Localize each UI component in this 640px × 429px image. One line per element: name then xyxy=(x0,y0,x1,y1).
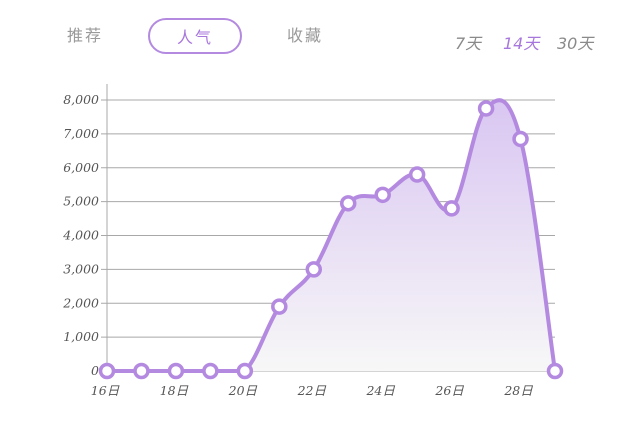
y-tick-label: 3,000 xyxy=(63,261,99,276)
y-tick-label: 0 xyxy=(91,363,99,378)
tab-popularity[interactable]: 人气 xyxy=(148,18,242,54)
range-30-days[interactable]: 30天 xyxy=(557,34,594,53)
x-axis-ticks: 16日 18日 20日 22日 24日 26日 28日 xyxy=(91,383,533,398)
range-7-days[interactable]: 7天 xyxy=(455,34,482,53)
y-tick-label: 5,000 xyxy=(63,194,99,209)
x-tick-label: 28日 xyxy=(503,383,533,398)
y-tick-label: 2,000 xyxy=(62,295,99,310)
data-point xyxy=(271,298,288,315)
data-point xyxy=(477,100,495,117)
y-tick-label: 6,000 xyxy=(63,160,99,175)
data-point xyxy=(339,195,357,212)
y-tick-label: 1,000 xyxy=(63,329,99,344)
x-tick-label: 20日 xyxy=(228,383,258,398)
x-tick-label: 24日 xyxy=(365,383,395,398)
range-14-days[interactable]: 14天 xyxy=(503,34,540,53)
data-point xyxy=(236,362,254,380)
x-tick-label: 18日 xyxy=(160,383,189,398)
data-point xyxy=(408,166,426,183)
data-point xyxy=(374,186,391,204)
data-point xyxy=(202,362,219,380)
tab-recommend[interactable]: 推荐 xyxy=(66,26,103,45)
data-point xyxy=(512,130,529,148)
x-tick-label: 16日 xyxy=(91,383,120,398)
y-tick-label: 7,000 xyxy=(63,126,99,141)
data-point xyxy=(546,362,564,380)
data-point xyxy=(443,200,460,217)
y-tick-label: 8,000 xyxy=(63,92,99,107)
data-point xyxy=(133,362,150,380)
y-tick-label: 4,000 xyxy=(62,228,99,243)
top-bar: 推荐 人气 收藏 7天 14天 30天 xyxy=(0,0,640,80)
data-point xyxy=(167,362,185,380)
data-point xyxy=(305,261,323,278)
tab-favorites[interactable]: 收藏 xyxy=(286,26,323,45)
x-tick-label: 26日 xyxy=(434,383,464,398)
y-axis-ticks: 0 1,000 2,000 3,000 4,000 5,000 6,000 7,000 8,00… xyxy=(62,92,99,378)
x-tick-label: 22日 xyxy=(297,383,327,398)
data-point xyxy=(98,362,116,380)
data-points xyxy=(98,100,564,380)
